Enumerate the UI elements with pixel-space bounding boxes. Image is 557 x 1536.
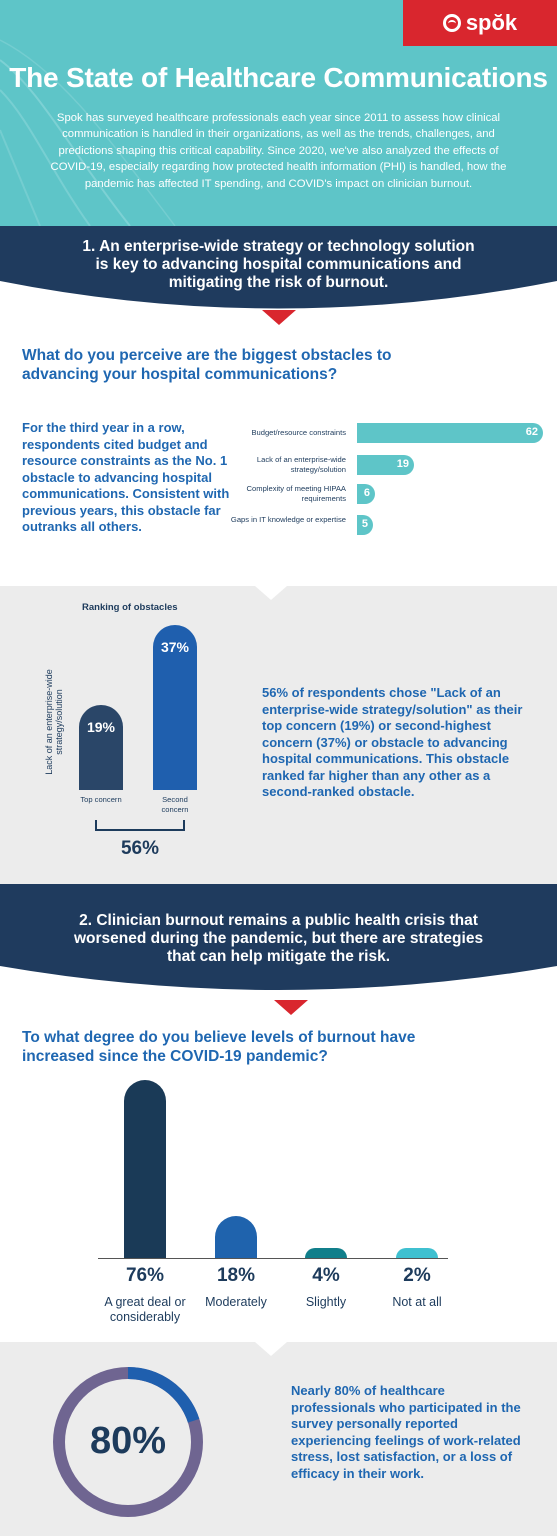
obstacle-row: Lack of an enterprise-wide strategy/solu… [220, 455, 550, 475]
obstacle-label: Gaps in IT knowledge or expertise [230, 515, 346, 524]
burnout-value: 18% [216, 1265, 256, 1286]
ranking-total: 56% [120, 838, 160, 859]
burnout-label: A great deal or considerably [104, 1295, 186, 1324]
obstacles-question: What do you perceive are the biggest obs… [22, 347, 392, 383]
burnout-bar [305, 1248, 347, 1258]
section2-banner-shape [0, 884, 557, 990]
section2-heading: 2. Clinician burnout remains a public he… [73, 912, 484, 965]
second-concern-bar: 37% [153, 625, 197, 790]
obstacle-label: Complexity of meeting HIPAA requirements [246, 484, 346, 503]
stress-text: Nearly 80% of healthcare professionals w… [291, 1383, 521, 1481]
burnout-label: Not at all [392, 1295, 442, 1309]
page-title: The State of Healthcare Communications [9, 62, 548, 93]
header-banner: spŏk The State of Healthcare Communicati… [0, 0, 557, 226]
ranking-title: Ranking of obstacles [82, 602, 178, 613]
spok-logo[interactable]: spŏk [403, 0, 557, 46]
burnout-label: Moderately [205, 1295, 267, 1309]
brand-name: spŏk [465, 10, 518, 35]
ranking-note: 56% of respondents chose "Lack of an ent… [262, 685, 523, 799]
section2-arrow [274, 1000, 308, 1015]
ranking-notch [255, 586, 287, 600]
donut-highlight [53, 1367, 203, 1517]
section1-banner-shape [0, 226, 557, 309]
top-concern-label: Top concern [80, 795, 122, 804]
obstacle-value: 5 [361, 518, 368, 530]
ranking-bracket [95, 820, 185, 831]
obstacle-value: 62 [525, 426, 538, 438]
second-concern-label: Second concern [161, 795, 189, 814]
section1-arrow [262, 310, 296, 325]
stress-donut-chart [53, 1367, 203, 1517]
obstacle-value: 19 [396, 458, 409, 470]
stress-notch [255, 1342, 287, 1356]
top-concern-value: 19% [86, 719, 116, 736]
obstacle-bar: 6 [357, 484, 375, 504]
obstacle-bar: 5 [357, 515, 373, 535]
burnout-value: 4% [312, 1265, 340, 1286]
burnout-bar [124, 1080, 166, 1258]
obstacle-value: 6 [363, 487, 370, 499]
obstacle-bar: 19 [357, 455, 414, 475]
burnout-question: To what degree do you believe levels of … [22, 1029, 416, 1065]
obstacle-row: Gaps in IT knowledge or expertise 5 [220, 515, 550, 535]
burnout-bar [396, 1248, 438, 1258]
section1-heading: 1. An enterprise-wide strategy or techno… [82, 238, 475, 291]
burnout-bar [215, 1215, 257, 1258]
burnout-value: 2% [403, 1265, 431, 1286]
second-concern-value: 37% [160, 639, 190, 655]
burnout-label: Slightly [305, 1295, 347, 1309]
obstacle-label: Lack of an enterprise-wide strategy/solu… [256, 455, 346, 474]
spok-logo-icon [442, 14, 461, 32]
obstacles-summary: For the third year in a row, respondents… [22, 420, 230, 534]
obstacle-row: Budget/resource constraints 62 [220, 423, 550, 443]
burnout-value: 76% [125, 1265, 165, 1286]
ranking-axis-label: Lack of an enterprise-wide strategy/solu… [44, 669, 64, 775]
obstacle-row: Complexity of meeting HIPAA requirements… [220, 484, 550, 504]
burnout-axis-line [98, 1258, 448, 1259]
top-concern-bar: 19% [79, 705, 123, 790]
stress-value: 80% [89, 1420, 167, 1462]
decorative-lines [0, 39, 176, 226]
intro-text: Spok has surveyed healthcare professiona… [50, 112, 507, 190]
obstacle-label: Budget/resource constraints [251, 428, 346, 437]
obstacle-bar: 62 [357, 423, 543, 443]
